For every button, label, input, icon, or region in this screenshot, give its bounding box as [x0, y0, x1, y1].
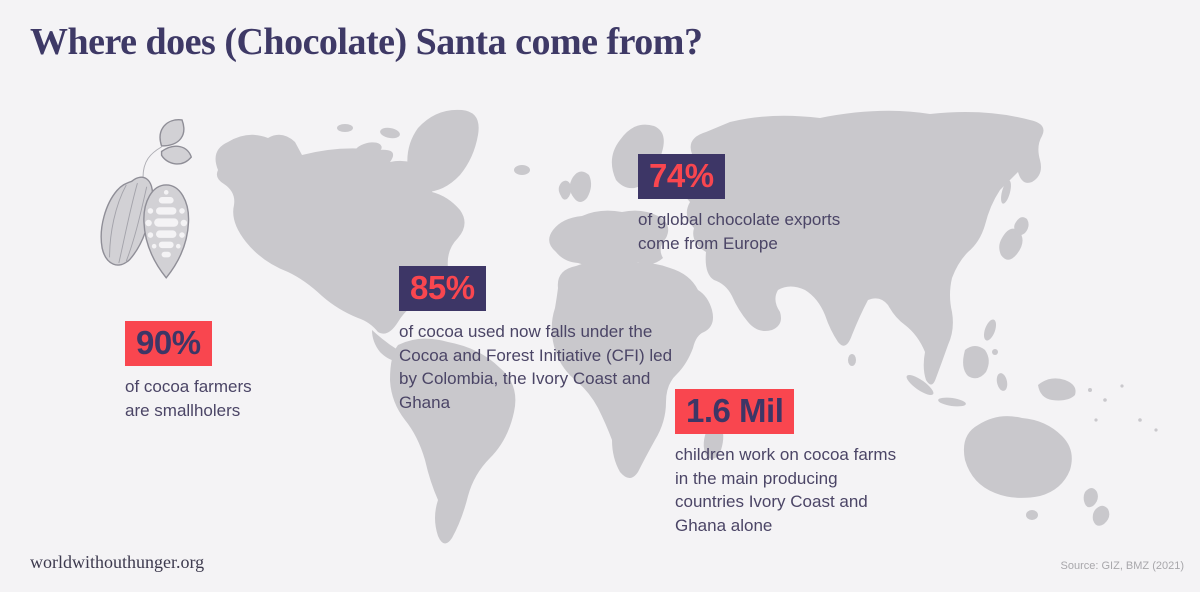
stat-value-badge: 90%	[125, 321, 212, 366]
stat-europe-exports: 74% of global chocolate exports come fro…	[638, 154, 898, 255]
page-title: Where does (Chocolate) Santa come from?	[30, 21, 703, 63]
stat-caption: children work on cocoa farms in the main…	[675, 445, 897, 535]
publisher-website: worldwithouthunger.org	[30, 552, 205, 572]
stat-caption: of global chocolate exports come from Eu…	[638, 210, 841, 253]
cocoa-pod-icon	[100, 119, 193, 279]
stat-smallholder-farmers: 90% of cocoa farmers are smallholers	[125, 321, 335, 422]
source-credit: Source: GIZ, BMZ (2021)	[1060, 560, 1184, 572]
stat-caption: of cocoa farmers are smallholers	[125, 377, 252, 420]
stat-value-badge: 1.6 Mil	[675, 389, 795, 434]
stat-child-labour: 1.6 Mil children work on cocoa farms in …	[675, 389, 935, 537]
stat-value-badge: 85%	[399, 266, 486, 311]
stat-cfi-cocoa: 85% of cocoa used now falls under the Co…	[399, 266, 689, 414]
stat-caption: of cocoa used now falls under the Cocoa …	[399, 322, 673, 412]
stat-value-badge: 74%	[638, 154, 725, 199]
